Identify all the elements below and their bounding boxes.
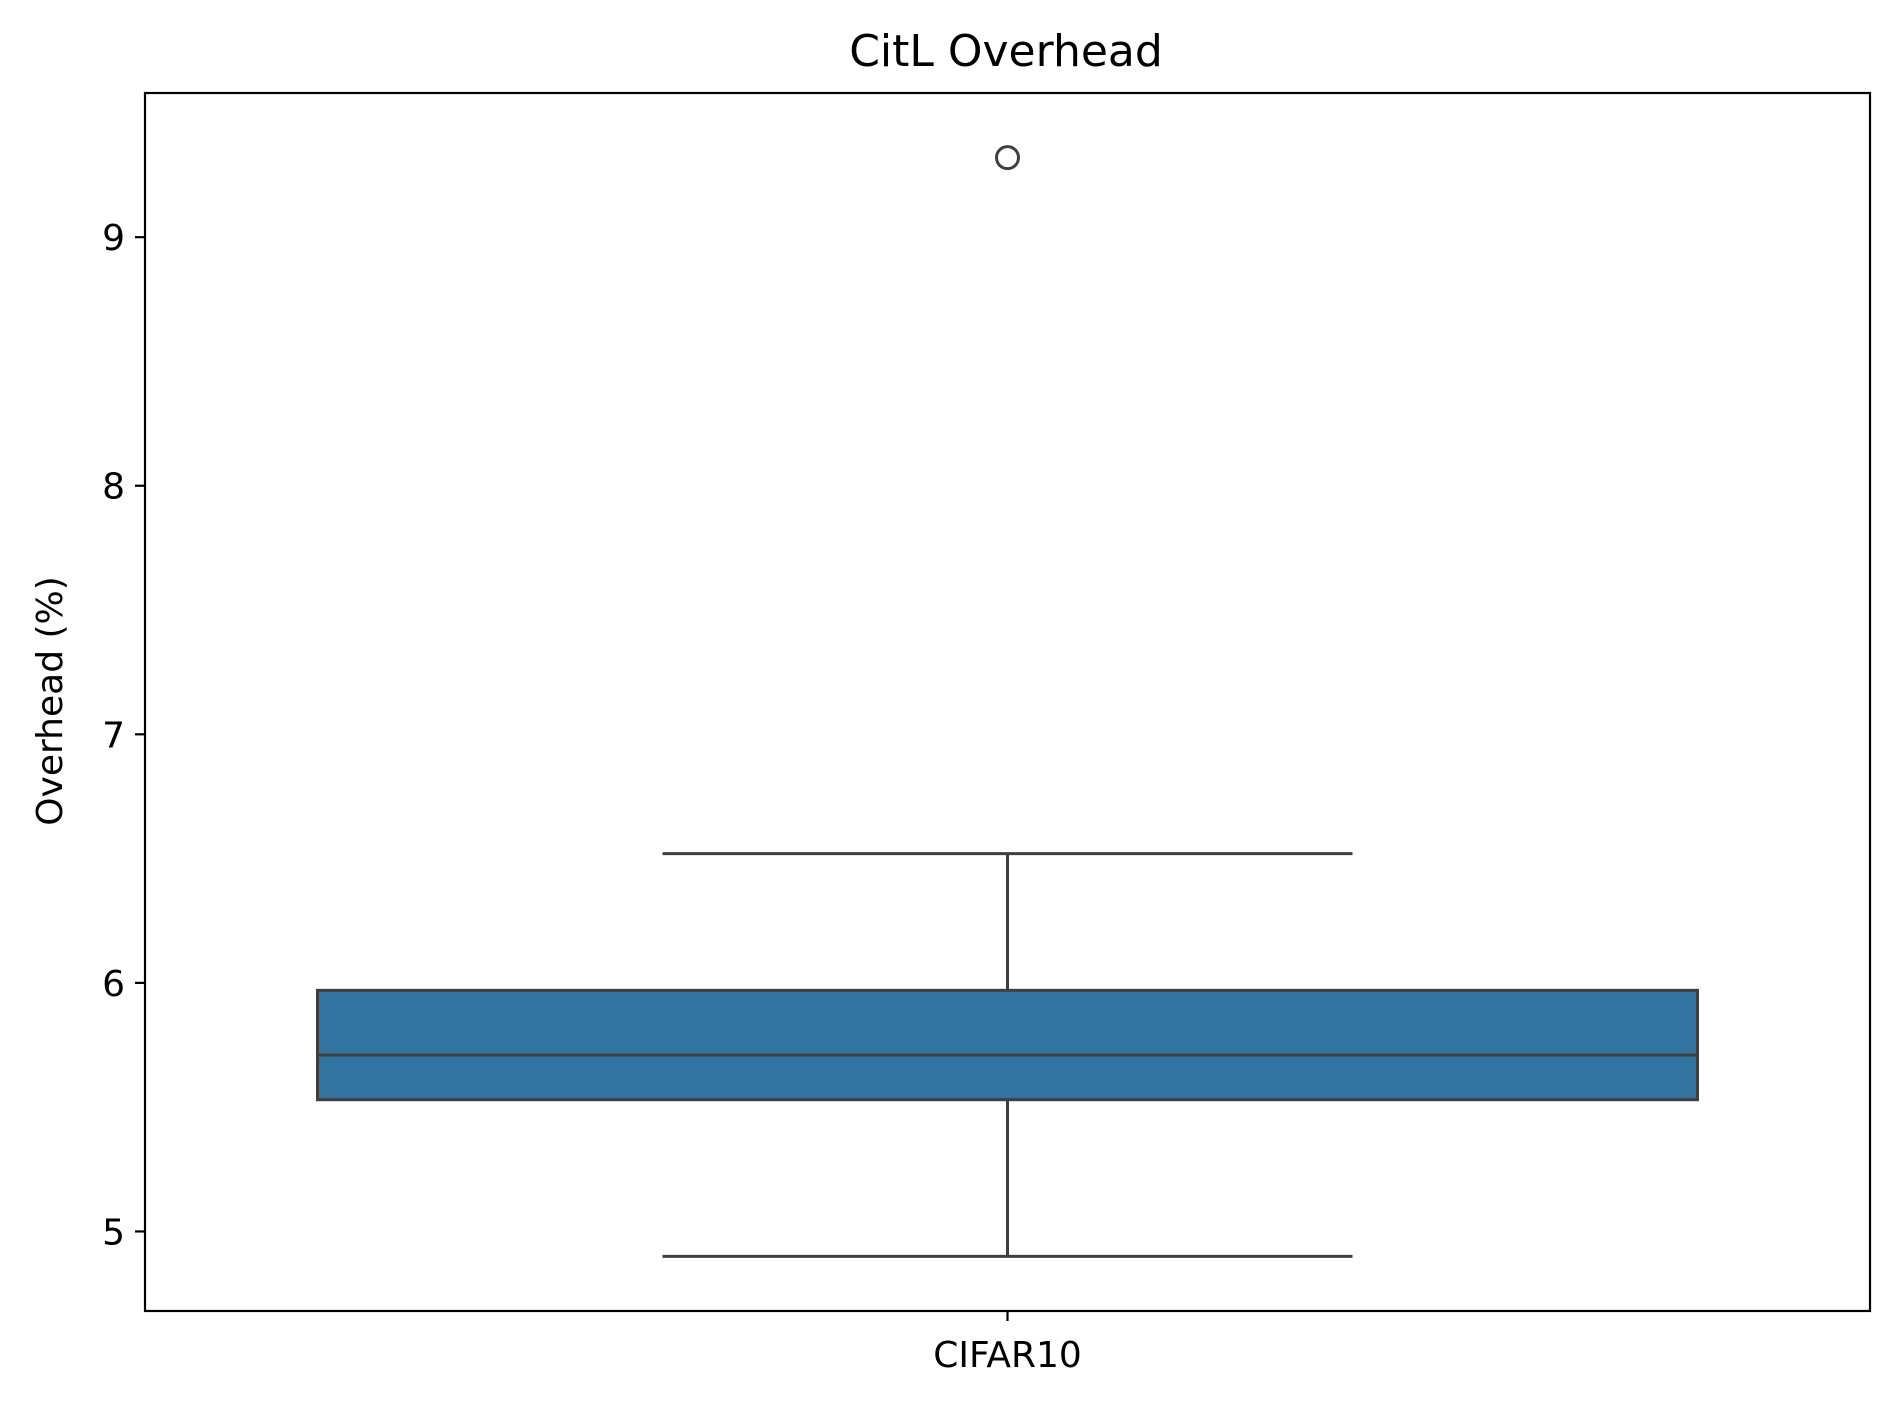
box-group-CIFAR10 (316, 145, 1699, 1258)
boxes-layer (316, 145, 1699, 1258)
x-tick-label: CIFAR10 (933, 1335, 1082, 1376)
y-axis-label: Overhead (%) (30, 576, 71, 826)
y-tick-label: 7 (102, 715, 125, 756)
x-axis: CIFAR10 (933, 1311, 1082, 1376)
y-tick-label: 6 (102, 964, 125, 1005)
outlier-point (995, 145, 1020, 171)
y-axis: 5 6 7 8 9 (102, 218, 145, 1253)
chart-title: CitL Overhead (849, 26, 1163, 77)
y-tick-label: 8 (102, 467, 125, 508)
y-tick-label: 9 (102, 218, 125, 259)
iqr-box (316, 988, 1699, 1102)
y-tick-label: 5 (102, 1212, 125, 1253)
